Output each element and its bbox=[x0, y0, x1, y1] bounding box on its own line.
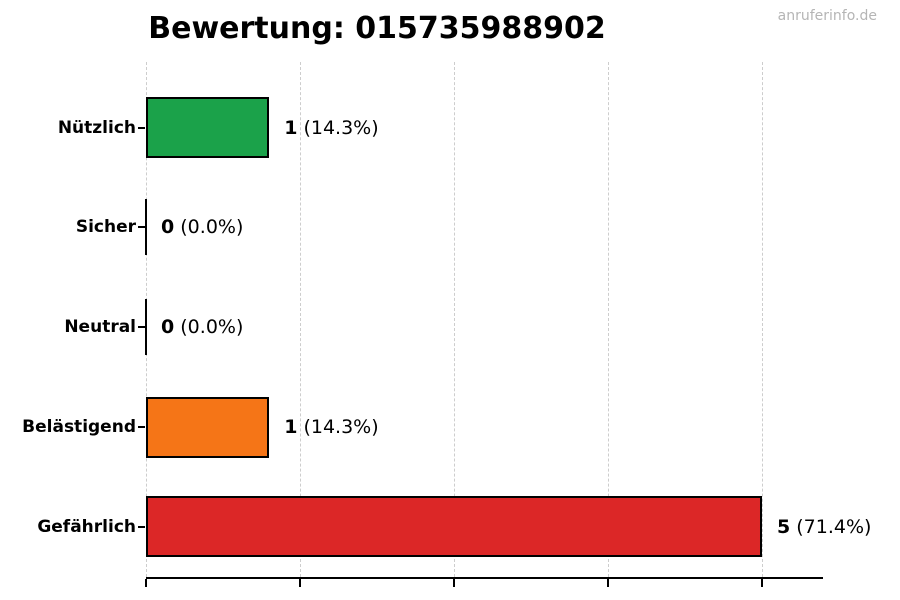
watermark: anruferinfo.de bbox=[777, 8, 877, 24]
category-label: Gefährlich bbox=[37, 516, 136, 537]
x-axis-tick bbox=[299, 579, 301, 587]
value-label: 1 (14.3%) bbox=[284, 416, 379, 439]
y-axis-tick bbox=[138, 426, 145, 429]
category-label: Sicher bbox=[75, 217, 136, 238]
bar bbox=[146, 396, 270, 458]
x-axis-line bbox=[146, 577, 823, 579]
bar bbox=[146, 97, 270, 158]
gridline bbox=[300, 62, 301, 577]
zero-bar-line bbox=[145, 199, 147, 256]
x-axis-tick bbox=[453, 579, 455, 587]
x-axis-tick bbox=[145, 579, 147, 587]
y-axis-tick bbox=[138, 326, 145, 329]
value-label: 0 (0.0%) bbox=[161, 216, 244, 239]
value-label: 1 (14.3%) bbox=[284, 116, 379, 139]
gridline bbox=[762, 62, 763, 577]
y-axis-tick bbox=[138, 126, 145, 129]
category-label: Neutral bbox=[64, 317, 136, 338]
y-axis-tick bbox=[138, 525, 145, 528]
gridline bbox=[608, 62, 609, 577]
x-axis-tick bbox=[761, 579, 763, 587]
gridline bbox=[454, 62, 455, 577]
y-axis-tick bbox=[138, 226, 145, 229]
zero-bar-line bbox=[145, 299, 147, 356]
value-label: 5 (71.4%) bbox=[777, 515, 872, 538]
chart-title: Bewertung: 015735988902 bbox=[148, 11, 606, 46]
category-label: Nützlich bbox=[57, 117, 136, 138]
x-axis-tick bbox=[607, 579, 609, 587]
bar bbox=[146, 496, 762, 558]
value-label: 0 (0.0%) bbox=[161, 316, 244, 339]
category-label: Belästigend bbox=[22, 417, 136, 438]
